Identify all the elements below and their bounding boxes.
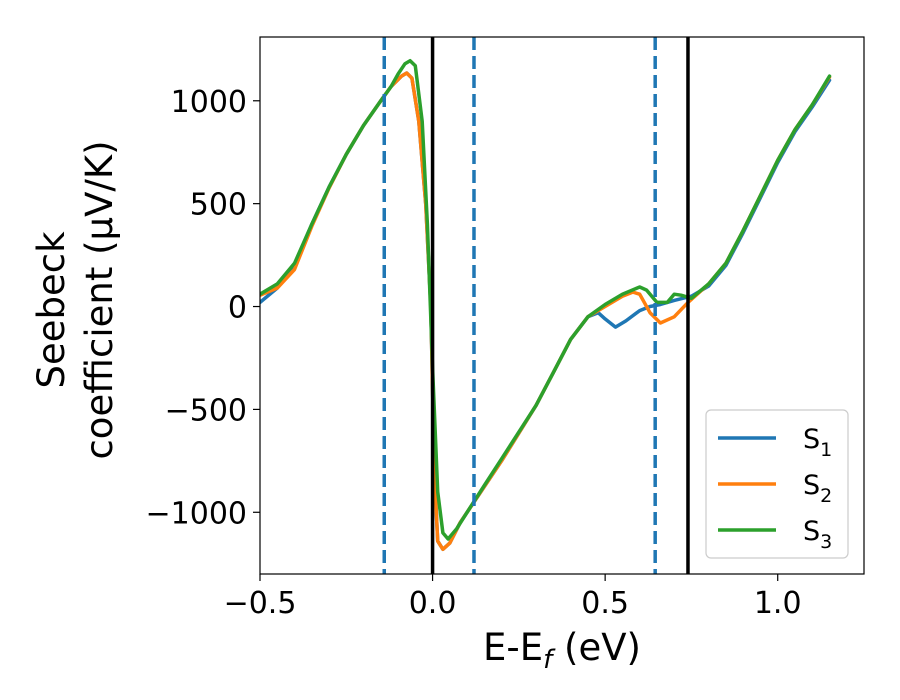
y-axis-label-line-1: Seebeck [30,231,73,389]
y-tick-label: −1000 [146,496,247,531]
axes-border [259,36,865,575]
legend-label-s3: S3 [803,516,832,553]
y-axis: 1000 500 0 −500 −1000 [146,85,260,531]
y-axis-label: Seebeck [30,231,73,389]
x-tick-label: 0.0 [409,586,457,621]
legend-label-s2: S2 [803,470,832,507]
x-tick-label: 0.5 [581,586,629,621]
plot-area [260,37,832,574]
legend: S1 S2 S3 [705,409,849,559]
y-axis-label-line-2: coefficient (μV/K) [78,140,121,459]
x-axis-label: E-Ef (eV) [483,626,641,675]
y-tick-label: 500 [190,188,247,223]
x-tick-label: 1.0 [754,586,802,621]
legend-box [705,409,849,559]
y-axis-label-line-2-wrap: coefficient (μV/K) [78,140,121,459]
x-axis: −0.5 0.0 0.5 1.0 [224,574,802,621]
axes-frame [259,36,865,575]
plot-inner [260,37,832,574]
y-tick-label: 1000 [171,85,247,120]
x-tick-label: −0.5 [224,586,297,621]
legend-label-s1: S1 [803,424,832,461]
y-tick-label: −500 [165,393,247,428]
y-tick-label: 0 [228,291,247,326]
